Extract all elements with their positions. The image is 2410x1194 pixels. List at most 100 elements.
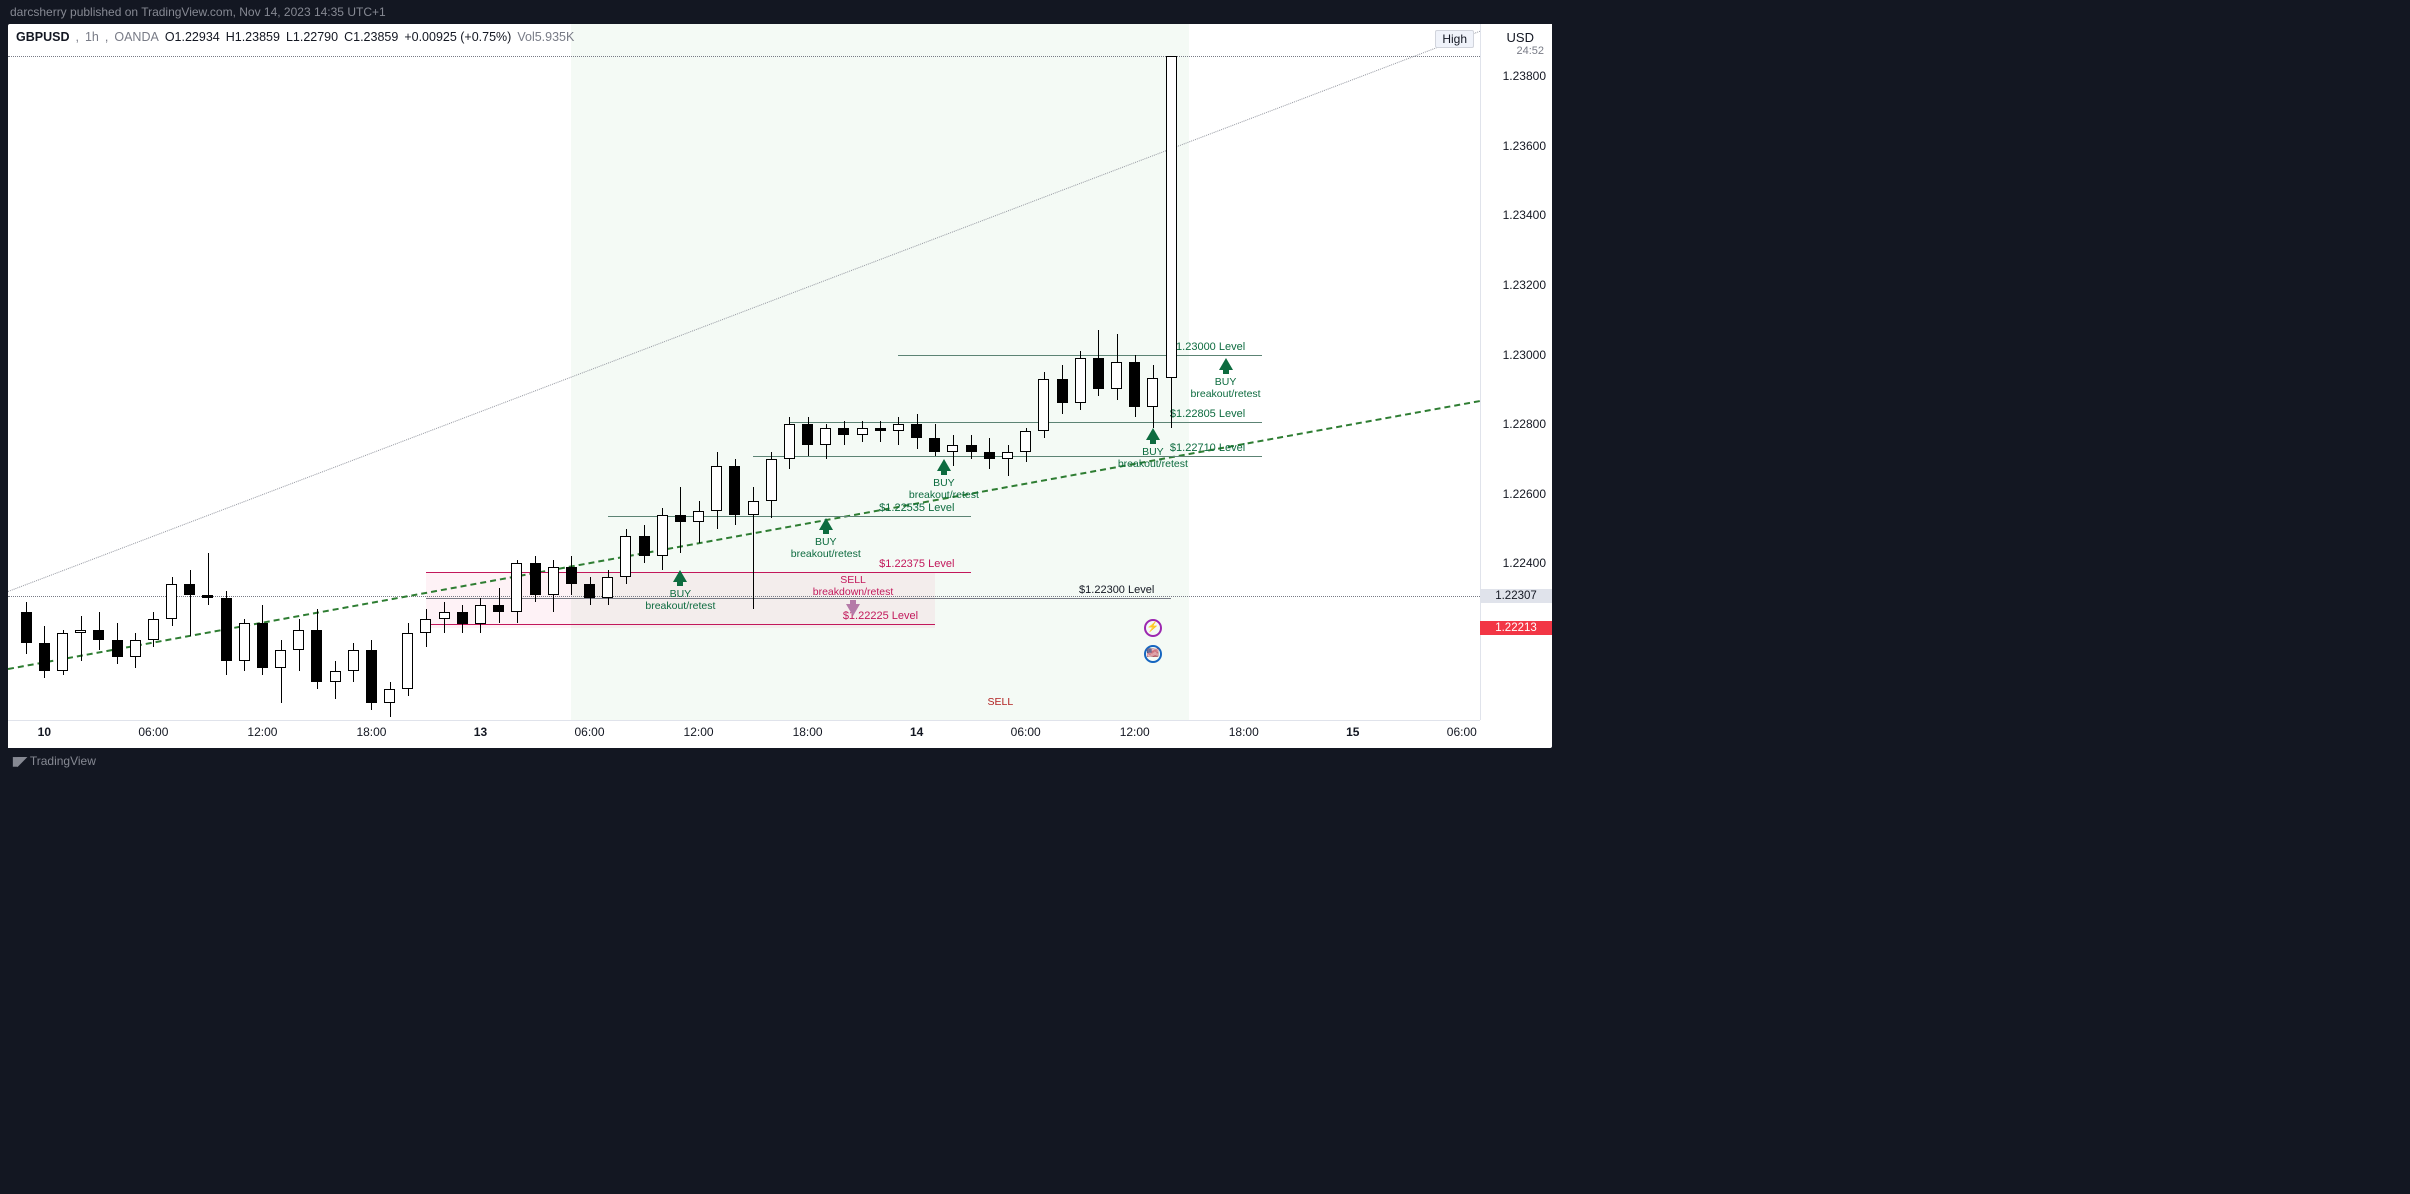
candle[interactable] bbox=[802, 424, 813, 445]
event-icon[interactable]: ⚡ bbox=[1144, 619, 1162, 637]
candle[interactable] bbox=[1020, 431, 1031, 452]
candle[interactable] bbox=[1002, 452, 1013, 459]
horizontal-level[interactable] bbox=[426, 598, 1171, 599]
candle[interactable] bbox=[693, 511, 704, 521]
candle[interactable] bbox=[675, 515, 686, 522]
level-label: $1.22535 Level bbox=[879, 502, 954, 514]
arrow-up-icon[interactable] bbox=[819, 518, 833, 530]
candle[interactable] bbox=[39, 643, 50, 671]
candle[interactable] bbox=[348, 650, 359, 671]
x-tick: 12:00 bbox=[1120, 725, 1150, 739]
candle[interactable] bbox=[1075, 358, 1086, 403]
arrow-up-icon[interactable] bbox=[1146, 428, 1160, 440]
candle[interactable] bbox=[1147, 378, 1158, 407]
candle[interactable] bbox=[493, 605, 504, 612]
trade-annotation: BUYbreakout/retest bbox=[781, 536, 871, 560]
candle[interactable] bbox=[184, 584, 195, 594]
level-label: $1.23000 Level bbox=[1170, 341, 1245, 353]
candle[interactable] bbox=[1093, 358, 1104, 389]
candle[interactable] bbox=[1129, 362, 1140, 407]
candle[interactable] bbox=[384, 689, 395, 703]
currency-label[interactable]: USD bbox=[1507, 30, 1534, 45]
candle[interactable] bbox=[1057, 379, 1068, 403]
candle[interactable] bbox=[330, 671, 341, 681]
candle[interactable] bbox=[911, 424, 922, 438]
candle[interactable] bbox=[166, 584, 177, 619]
candle[interactable] bbox=[530, 563, 541, 594]
chart-plot-area[interactable]: $1.23000 Level$1.22805 Level$1.22710 Lev… bbox=[8, 24, 1480, 720]
candle[interactable] bbox=[112, 640, 123, 657]
candle[interactable] bbox=[21, 612, 32, 643]
candle[interactable] bbox=[457, 612, 468, 624]
candle[interactable] bbox=[639, 536, 650, 557]
candle[interactable] bbox=[420, 619, 431, 633]
x-tick: 06:00 bbox=[575, 725, 605, 739]
symbol[interactable]: GBPUSD bbox=[16, 30, 69, 44]
horizontal-level[interactable] bbox=[789, 422, 1261, 423]
candle[interactable] bbox=[275, 650, 286, 667]
candle[interactable] bbox=[293, 630, 304, 651]
y-tick: 1.23000 bbox=[1503, 348, 1546, 362]
candle[interactable] bbox=[257, 623, 268, 668]
candle[interactable] bbox=[1111, 362, 1122, 390]
y-axis[interactable]: 1.238001.236001.234001.232001.230001.228… bbox=[1480, 24, 1552, 720]
candle-wick bbox=[880, 421, 881, 442]
candle[interactable] bbox=[75, 630, 86, 633]
candle[interactable] bbox=[929, 438, 940, 452]
candle[interactable] bbox=[748, 501, 759, 515]
candle[interactable] bbox=[475, 605, 486, 624]
candle[interactable] bbox=[221, 598, 232, 661]
candle[interactable] bbox=[511, 563, 522, 612]
candle[interactable] bbox=[766, 459, 777, 501]
x-axis[interactable]: 1006:0012:0018:001306:0012:0018:001406:0… bbox=[8, 720, 1480, 748]
high-badge[interactable]: High bbox=[1435, 30, 1474, 48]
candle[interactable] bbox=[820, 428, 831, 445]
candle-wick bbox=[699, 501, 700, 543]
candle[interactable] bbox=[893, 424, 904, 431]
candle[interactable] bbox=[966, 445, 977, 452]
candle[interactable] bbox=[148, 619, 159, 640]
candle[interactable] bbox=[402, 633, 413, 689]
candle[interactable] bbox=[202, 595, 213, 598]
horizontal-level[interactable] bbox=[426, 624, 935, 625]
candle[interactable] bbox=[947, 445, 958, 452]
candle[interactable] bbox=[784, 424, 795, 459]
candle[interactable] bbox=[1166, 56, 1177, 378]
candle[interactable] bbox=[657, 515, 668, 557]
candle[interactable] bbox=[239, 623, 250, 661]
candle[interactable] bbox=[130, 640, 141, 657]
candle[interactable] bbox=[729, 466, 740, 515]
candle[interactable] bbox=[439, 612, 450, 619]
candle[interactable] bbox=[1038, 379, 1049, 431]
candle[interactable] bbox=[857, 428, 868, 435]
y-tick: 1.23600 bbox=[1503, 139, 1546, 153]
ohlc-h: H1.23859 bbox=[226, 30, 280, 44]
candle[interactable] bbox=[584, 584, 595, 598]
x-tick: 18:00 bbox=[356, 725, 386, 739]
x-tick: 13 bbox=[474, 725, 487, 739]
interval[interactable]: 1h bbox=[85, 30, 99, 44]
arrow-up-icon[interactable] bbox=[1219, 358, 1233, 370]
y-tick: 1.22400 bbox=[1503, 556, 1546, 570]
candle[interactable] bbox=[602, 577, 613, 598]
candle[interactable] bbox=[566, 567, 577, 584]
arrow-up-icon[interactable] bbox=[673, 570, 687, 582]
candle[interactable] bbox=[620, 536, 631, 578]
candle[interactable] bbox=[93, 630, 104, 640]
event-icon[interactable]: 🇺🇸 bbox=[1144, 645, 1162, 663]
extra-label: SELL bbox=[988, 696, 1014, 708]
candle[interactable] bbox=[366, 650, 377, 702]
candle[interactable] bbox=[311, 630, 322, 682]
candle[interactable] bbox=[838, 428, 849, 435]
candle[interactable] bbox=[875, 428, 886, 431]
candle[interactable] bbox=[984, 452, 995, 459]
brand-text[interactable]: TradingView bbox=[30, 754, 96, 768]
candle-wick bbox=[281, 640, 282, 703]
candle[interactable] bbox=[57, 633, 68, 671]
arrow-up-icon[interactable] bbox=[937, 459, 951, 471]
arrow-down-icon[interactable] bbox=[846, 604, 860, 616]
ohlc-c: C1.23859 bbox=[344, 30, 398, 44]
trade-annotation: SELLbreakdown/retest bbox=[808, 574, 898, 598]
candle[interactable] bbox=[711, 466, 722, 511]
candle[interactable] bbox=[548, 567, 559, 595]
